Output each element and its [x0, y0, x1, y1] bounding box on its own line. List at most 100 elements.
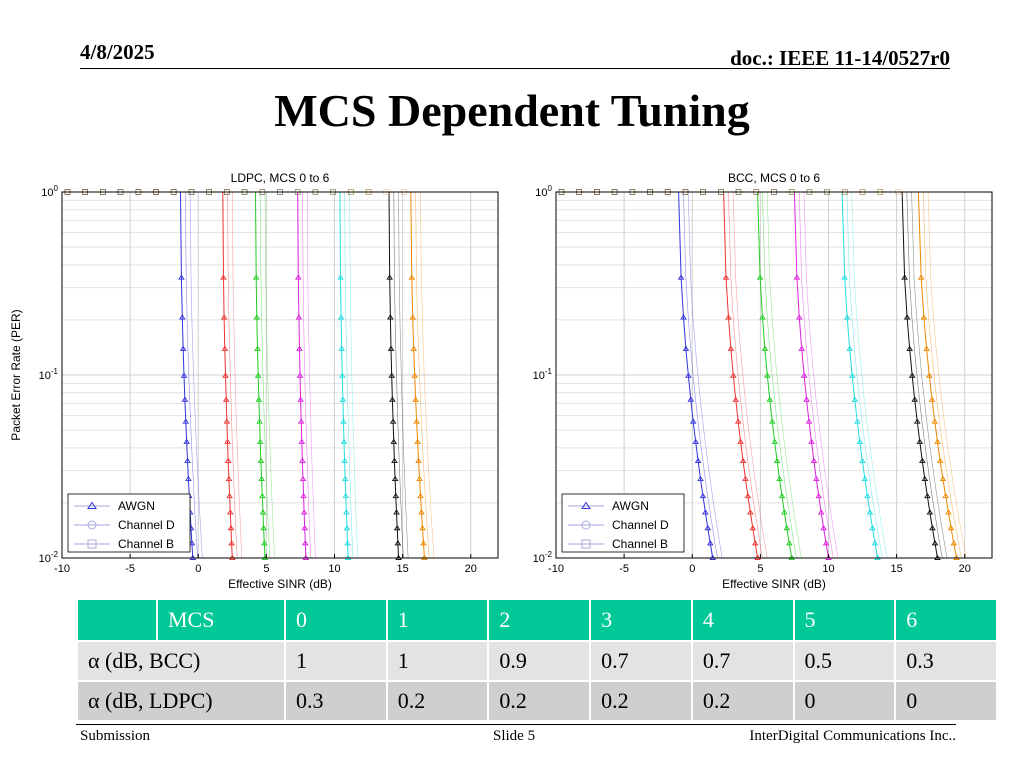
legend-label: AWGN	[612, 499, 649, 513]
data-point	[785, 540, 793, 546]
table-cell: 1	[284, 640, 388, 682]
x-tick-label: 15	[397, 563, 409, 575]
series-line	[66, 191, 238, 559]
data-point	[803, 396, 810, 402]
data-point	[180, 372, 188, 378]
series-line	[62, 191, 425, 559]
alpha-table: MCS 0 1 2 3 4 5 6 α (dB, BCC) 1 1 0.9 0.…	[76, 598, 998, 722]
data-point	[222, 372, 229, 378]
data-point	[947, 524, 955, 531]
data-point	[344, 540, 351, 546]
bcc-per-chart: -10 -5 0 5 10 15 20 100 10-1 10-2 BCC, MCS 0 to 6 E…	[533, 171, 993, 591]
data-point	[704, 524, 712, 531]
series-line	[62, 191, 266, 559]
table-header-cell: MCS	[156, 598, 286, 642]
data-point	[408, 274, 416, 280]
series-line	[560, 191, 834, 559]
data-point	[409, 314, 417, 320]
series-line	[556, 191, 938, 559]
legend-marker	[87, 539, 97, 549]
series-line	[66, 191, 354, 559]
series-line	[565, 191, 802, 559]
series-line	[556, 191, 879, 559]
data-point	[795, 314, 803, 320]
data-point	[916, 438, 924, 444]
axis-frame	[61, 191, 499, 559]
data-point	[178, 274, 185, 280]
data-point	[412, 396, 419, 402]
data-point	[706, 540, 714, 546]
data-point	[391, 457, 398, 463]
data-point	[386, 274, 393, 280]
legend-marker	[581, 501, 591, 509]
series-line	[71, 191, 275, 559]
header-divider	[80, 68, 950, 69]
series-line	[560, 191, 883, 559]
data-point	[225, 475, 233, 481]
data-point	[259, 509, 267, 515]
data-point	[921, 475, 929, 481]
data-point	[744, 492, 752, 499]
legend-label: Channel D	[612, 518, 669, 532]
data-point	[781, 509, 788, 515]
data-point	[261, 540, 268, 546]
series-line	[66, 191, 311, 559]
data-point	[866, 509, 874, 515]
slide-title: MCS Dependent Tuning	[274, 85, 750, 136]
data-point	[751, 540, 759, 546]
data-point	[702, 509, 709, 515]
series-line	[71, 191, 203, 559]
x-tick-label: -10	[54, 563, 70, 575]
row-label: α (dB, LDPC)	[76, 680, 286, 722]
table-row: α (dB, BCC) 1 1 0.9 0.7 0.7 0.5 0.3	[76, 640, 998, 682]
legend-marker	[87, 520, 97, 530]
series-line	[71, 191, 316, 559]
series-line	[560, 191, 797, 559]
data-point	[420, 540, 427, 546]
data-point	[300, 509, 308, 515]
data-point	[764, 372, 771, 378]
data-point	[224, 438, 231, 444]
data-point	[391, 475, 399, 481]
table-cell: 0.9	[487, 640, 592, 682]
x-tick-label: 5	[263, 563, 269, 575]
series-line	[560, 191, 763, 559]
data-point	[694, 457, 702, 463]
legend-marker	[581, 539, 591, 549]
table-header-row: MCS 0 1 2 3 4 5 6	[76, 598, 998, 642]
y-tick-label: 100	[535, 184, 552, 199]
data-point	[732, 396, 740, 402]
series-line	[62, 191, 399, 559]
data-point	[181, 396, 189, 402]
x-tick-label: 5	[757, 563, 763, 575]
data-point	[926, 372, 933, 378]
data-point	[342, 492, 350, 499]
data-point	[931, 418, 939, 424]
legend-label: Channel B	[612, 537, 668, 551]
data-point	[822, 540, 830, 546]
data-point	[689, 418, 697, 424]
data-point	[934, 438, 941, 444]
data-point	[419, 524, 426, 531]
data-point	[920, 314, 928, 320]
data-point	[222, 396, 230, 402]
data-point	[945, 509, 952, 515]
data-point	[919, 457, 926, 463]
data-point	[182, 418, 190, 424]
footer-submission: Submission	[80, 728, 151, 744]
data-point	[221, 345, 229, 351]
data-point	[393, 509, 400, 515]
data-point	[928, 396, 936, 402]
data-point	[848, 372, 856, 378]
data-point	[931, 540, 939, 546]
footer-divider	[76, 724, 956, 725]
data-point	[747, 509, 754, 515]
data-point	[228, 540, 235, 546]
series-line	[71, 191, 409, 559]
series-line	[66, 191, 430, 559]
table-header-cell: 1	[385, 598, 490, 642]
x-axis-label: Effective SINR (dB)	[228, 577, 332, 591]
data-point	[936, 457, 944, 463]
series-line	[565, 191, 967, 559]
data-point	[903, 314, 911, 320]
